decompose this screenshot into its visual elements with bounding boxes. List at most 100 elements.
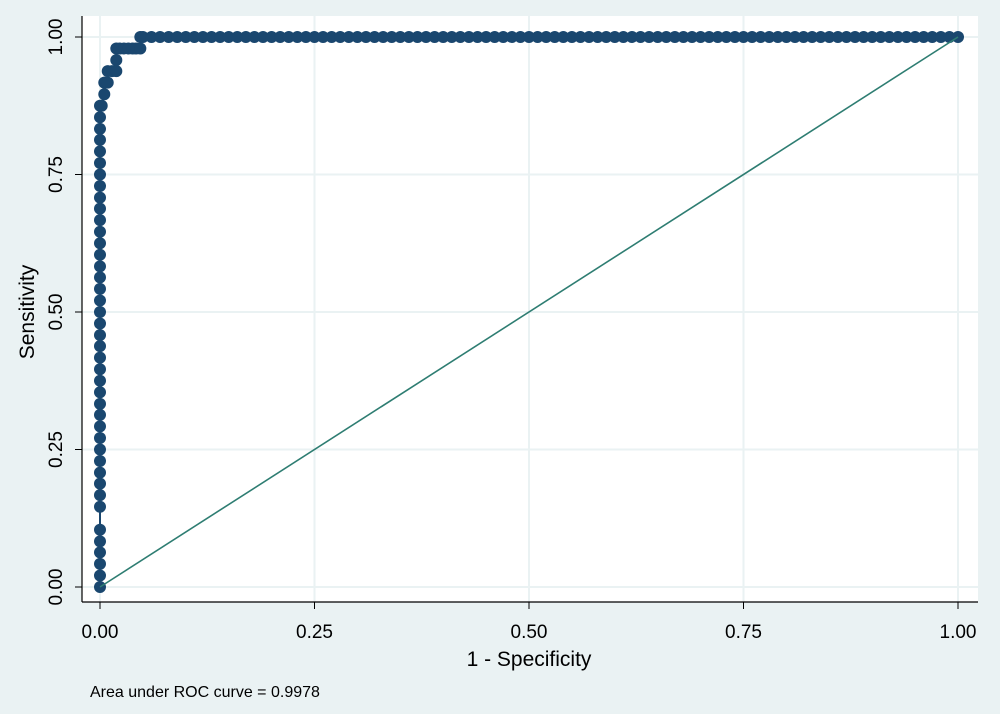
point [917,31,930,43]
point [94,431,106,444]
point [291,31,304,43]
point [385,31,398,43]
point [428,31,441,43]
point [94,248,106,261]
point [471,31,484,43]
point [814,31,827,43]
point [548,31,561,43]
y-tick-label: 0.50 [46,294,67,331]
point [317,31,330,43]
point [94,111,106,124]
point [94,500,106,513]
x-tick-label: 0.50 [511,622,548,643]
point [720,31,733,43]
point [608,31,621,43]
point [325,31,338,43]
point [540,31,553,43]
point [523,31,535,43]
point [94,317,106,330]
point [94,386,106,399]
point [514,31,527,43]
point [377,31,390,43]
point [162,31,175,43]
point [94,306,106,318]
point [274,31,287,43]
point [660,31,673,43]
point [462,31,475,43]
point [840,31,853,43]
point [248,31,261,43]
point [334,31,347,43]
point [94,420,106,433]
point [94,443,106,456]
point [909,31,922,43]
point [823,31,836,43]
point [583,31,596,43]
point [437,31,450,43]
point [299,31,312,43]
point [196,31,209,43]
point [95,99,108,112]
point [703,31,716,43]
point [668,31,681,43]
y-tick-label: 1.00 [46,19,67,56]
point [368,31,381,43]
point [94,408,106,421]
point [883,31,896,43]
point [351,31,364,43]
point [188,31,201,43]
point [849,31,862,43]
point [600,31,613,43]
point [265,31,278,43]
y-tick-label: 0.75 [46,156,67,193]
point [94,351,106,364]
point [411,31,424,43]
point [454,31,467,43]
point [926,31,939,43]
point [134,42,147,55]
point [94,329,106,342]
point [359,31,372,43]
point [694,31,707,43]
point [831,31,844,43]
point [205,31,218,43]
point [445,31,458,43]
point [94,397,106,410]
point [505,31,518,43]
point [574,31,587,43]
x-tick-label: 0.25 [296,622,333,643]
point [94,214,106,227]
point [94,282,106,295]
point [110,54,123,67]
point [239,31,252,43]
point [780,31,793,43]
point [857,31,870,43]
point [771,31,784,43]
marks [94,31,964,593]
point [402,31,415,43]
point [94,569,106,582]
point [94,156,106,169]
point [308,31,321,43]
point [797,31,810,43]
point [934,31,947,43]
point [686,31,699,43]
point [214,31,227,43]
point [488,31,501,43]
point [94,191,106,204]
x-tick-label: 1.00 [940,622,977,643]
point [497,31,510,43]
point [257,31,270,43]
x-tick-label: 0.75 [725,622,762,643]
y-tick-label: 0.25 [46,431,67,468]
point [900,31,913,43]
point [874,31,887,43]
point [94,237,106,250]
point [94,455,106,468]
point [94,557,106,570]
point [866,31,879,43]
point [651,31,664,43]
point [891,31,904,43]
point [788,31,801,43]
